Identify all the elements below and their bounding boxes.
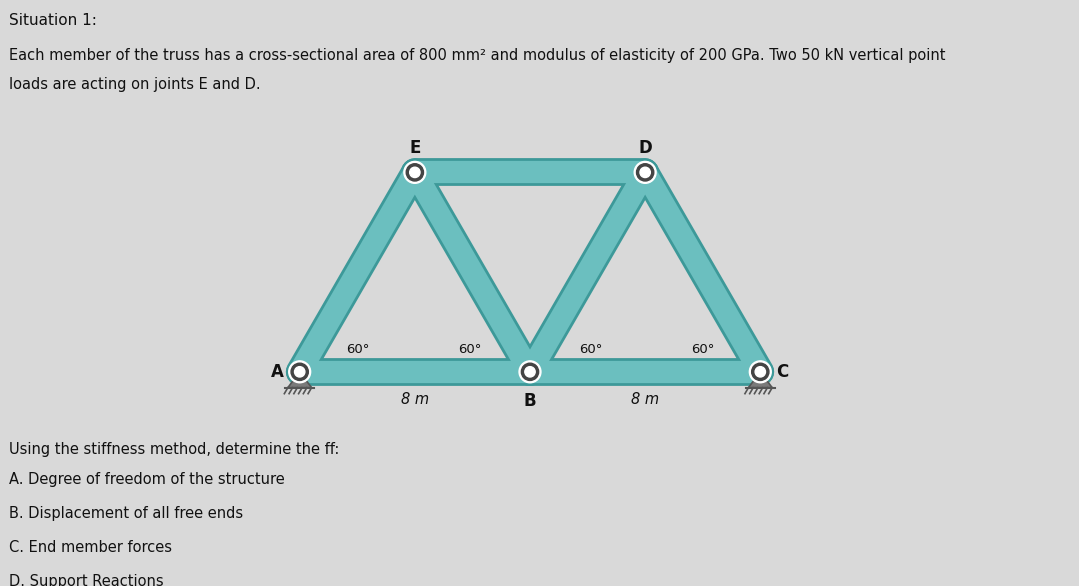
Circle shape: [289, 361, 311, 383]
Circle shape: [640, 167, 651, 178]
Text: C: C: [776, 363, 789, 381]
Circle shape: [755, 367, 765, 377]
Text: 60°: 60°: [457, 343, 481, 356]
Text: B. Displacement of all free ends: B. Displacement of all free ends: [9, 506, 243, 521]
Circle shape: [634, 161, 656, 183]
Text: A: A: [271, 363, 284, 381]
Text: loads are acting on joints E and D.: loads are acting on joints E and D.: [9, 77, 260, 93]
Text: A. Degree of freedom of the structure: A. Degree of freedom of the structure: [9, 472, 285, 487]
Text: C. End member forces: C. End member forces: [9, 540, 172, 555]
Circle shape: [291, 363, 309, 380]
Text: D: D: [639, 138, 652, 156]
Circle shape: [410, 167, 420, 178]
Text: Using the stiffness method, determine the ff:: Using the stiffness method, determine th…: [9, 442, 339, 458]
Text: D. Support Reactions: D. Support Reactions: [9, 574, 163, 586]
Polygon shape: [288, 372, 312, 388]
Text: E: E: [409, 138, 421, 156]
Polygon shape: [749, 372, 773, 388]
Circle shape: [524, 367, 535, 377]
Text: 60°: 60°: [691, 343, 714, 356]
Circle shape: [749, 361, 771, 383]
Text: 8 m: 8 m: [631, 392, 659, 407]
Circle shape: [521, 363, 538, 380]
Text: B: B: [523, 392, 536, 410]
Circle shape: [406, 163, 423, 181]
Text: Each member of the truss has a cross-sectional area of 800 mm² and modulus of el: Each member of the truss has a cross-sec…: [9, 48, 945, 63]
Circle shape: [404, 161, 426, 183]
Circle shape: [752, 363, 769, 380]
Circle shape: [295, 367, 305, 377]
Text: Situation 1:: Situation 1:: [9, 13, 96, 28]
Text: 60°: 60°: [345, 343, 369, 356]
Circle shape: [637, 163, 654, 181]
Text: 60°: 60°: [579, 343, 602, 356]
Circle shape: [519, 361, 541, 383]
Text: 8 m: 8 m: [400, 392, 429, 407]
